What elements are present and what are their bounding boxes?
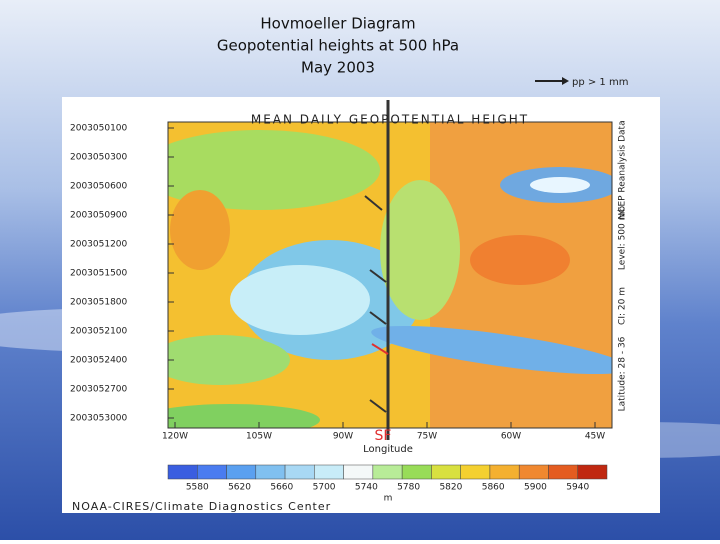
colorbar-label: 5820	[439, 483, 462, 493]
plot-frame	[167, 121, 613, 429]
colorbar-swatch	[226, 464, 257, 480]
sf-label: SF	[375, 428, 392, 444]
side-note: Latitude: 28 - 36	[618, 336, 628, 411]
x-label: 90W	[333, 432, 353, 442]
colorbar-label: 5940	[566, 483, 589, 493]
x-label: 60W	[501, 432, 521, 442]
slide-title: Geopotential heights at 500 hPa	[217, 37, 459, 55]
x-label: 105W	[246, 432, 272, 442]
colorbar-unit: m	[384, 494, 393, 504]
colorbar-label: 5660	[270, 483, 293, 493]
y-label: 2003051200	[70, 240, 128, 250]
colorbar-swatch	[167, 464, 198, 480]
y-label: 2003052400	[70, 356, 128, 366]
y-label: 2003051800	[70, 298, 128, 308]
colorbar-label: 5620	[228, 483, 251, 493]
figure-title: MEAN DAILY GEOPOTENTIAL HEIGHT	[251, 113, 529, 127]
y-label: 2003051500	[70, 269, 128, 279]
y-label: 2003050100	[70, 124, 128, 134]
colorbar-swatch	[284, 464, 315, 480]
footer: NOAA-CIRES/Climate Diagnostics Center	[72, 500, 331, 513]
arrows	[364, 195, 389, 413]
x-label: 75W	[417, 432, 437, 442]
colorbar-swatch	[343, 464, 374, 480]
slide-title: Hovmoeller Diagram	[260, 15, 415, 33]
colorbar-label: 5860	[482, 483, 505, 493]
x-label: 45W	[585, 432, 605, 442]
y-label: 2003050300	[70, 153, 128, 163]
y-label: 2003052700	[70, 385, 128, 395]
colorbar-swatch	[460, 464, 491, 480]
y-label: 2003053000	[70, 414, 128, 424]
colorbar-swatch	[431, 464, 461, 480]
colorbar-label: 5780	[397, 483, 420, 493]
colorbar-swatch	[518, 464, 549, 480]
side-note: CI: 20 m	[618, 287, 628, 325]
colorbar-label: 5580	[186, 483, 209, 493]
colorbar-swatch	[401, 464, 432, 480]
colorbar-swatch	[577, 464, 608, 480]
colorbar-label: 5740	[355, 483, 378, 493]
colorbar-swatch	[314, 464, 344, 480]
colorbar-swatch	[197, 464, 227, 480]
side-note: Level: 500 mb	[618, 206, 628, 270]
colorbar-swatch	[548, 464, 578, 480]
contour-field	[168, 122, 612, 428]
colorbar-swatch	[372, 464, 403, 480]
x-label: 120W	[162, 432, 188, 442]
y-label: 2003052100	[70, 327, 128, 337]
colorbar-label: 5700	[313, 483, 336, 493]
y-label: 2003050900	[70, 211, 128, 221]
y-label: 2003050600	[70, 182, 128, 192]
colorbar-label: 5900	[524, 483, 547, 493]
side-note: NCEP Reanalysis Data	[618, 120, 628, 219]
legend-text: pp > 1 mm	[572, 77, 628, 88]
colorbar-swatch	[489, 464, 520, 480]
colorbar-swatch	[255, 464, 286, 480]
legend-arrow	[562, 77, 569, 85]
x-axis-label: Longitude	[363, 444, 413, 455]
slide-title: May 2003	[301, 59, 375, 77]
